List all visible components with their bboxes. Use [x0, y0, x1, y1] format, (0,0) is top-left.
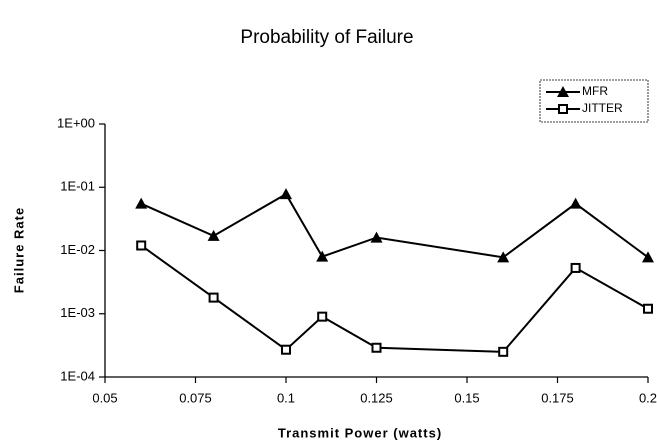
- x-tick-label: 0.075: [179, 390, 212, 405]
- marker-triangle: [569, 197, 582, 209]
- y-tick-label: 1E+00: [57, 115, 95, 130]
- x-tick-label: 0.175: [541, 390, 574, 405]
- x-tick-label: 0.1: [277, 390, 295, 405]
- x-axis-label: Transmit Power (watts): [278, 425, 442, 440]
- marker-triangle: [370, 231, 383, 243]
- marker-triangle: [135, 197, 148, 209]
- series-line: [140, 244, 649, 353]
- marker-square: [371, 342, 382, 353]
- series-line: [140, 192, 649, 259]
- marker-square: [136, 240, 147, 251]
- marker-triangle: [497, 251, 510, 263]
- marker-square: [281, 344, 291, 355]
- y-tick-label: 1E-04: [60, 368, 95, 383]
- legend-label: MFR: [582, 84, 608, 98]
- marker-square: [643, 303, 653, 314]
- legend-marker: [558, 104, 568, 114]
- legend-marker: [557, 86, 569, 97]
- x-tick-label: 0.2: [639, 390, 657, 405]
- marker-triangle: [642, 251, 654, 263]
- y-tick-label: 1E-01: [60, 179, 95, 194]
- legend-box: [539, 79, 649, 123]
- chart-title: Probability of Failure: [240, 27, 413, 48]
- y-tick-label: 1E-03: [60, 305, 95, 320]
- y-axis-label: Failure Rate: [11, 207, 26, 293]
- marker-triangle: [316, 250, 329, 262]
- x-tick-label: 0.05: [92, 390, 117, 405]
- marker-triangle: [207, 229, 220, 241]
- legend-label: JITTER: [582, 101, 623, 115]
- marker-square: [570, 262, 581, 273]
- marker-square: [317, 311, 328, 322]
- marker-square: [498, 346, 509, 357]
- marker-square: [208, 292, 219, 303]
- marker-triangle: [280, 188, 292, 200]
- x-tick-label: 0.15: [454, 390, 479, 405]
- x-tick-label: 0.125: [360, 390, 393, 405]
- y-tick-label: 1E-02: [60, 242, 95, 257]
